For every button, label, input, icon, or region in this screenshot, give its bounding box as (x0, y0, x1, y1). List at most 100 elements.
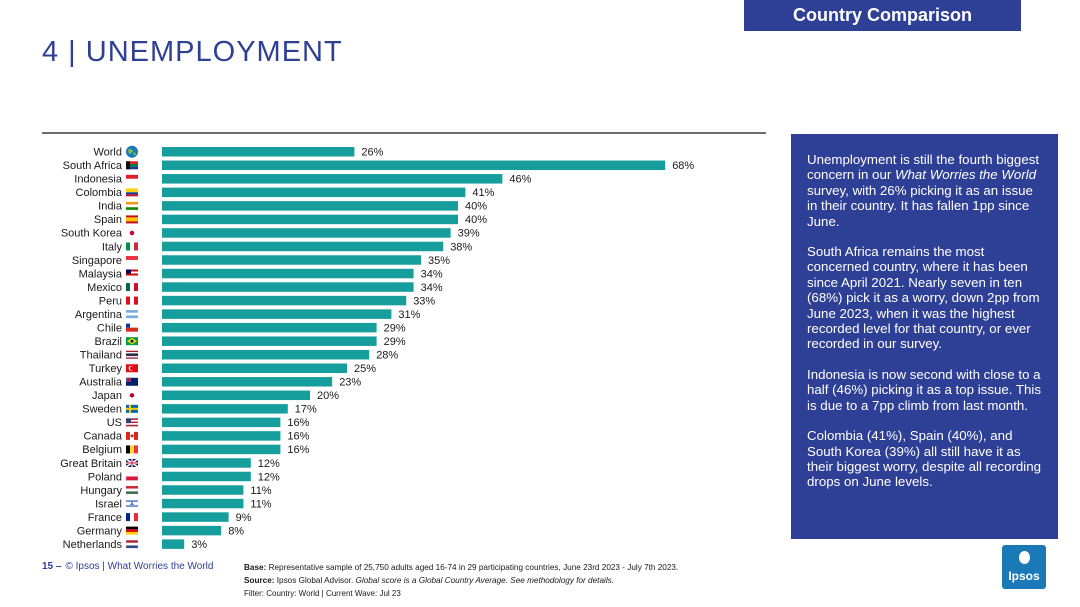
flag-part (126, 462, 138, 464)
flag-part (126, 269, 131, 274)
chart-row: Poland 12% (88, 471, 280, 483)
data-label: 34% (421, 268, 443, 280)
flag-part (134, 296, 138, 305)
bar (162, 444, 281, 455)
category-label: Poland (88, 471, 122, 483)
category-label: Singapore (72, 255, 122, 267)
data-label: 40% (465, 214, 487, 226)
flag-part (126, 204, 138, 208)
flag-icon (126, 242, 138, 251)
chart-row: US 16% (107, 417, 310, 429)
flag-part (126, 221, 138, 224)
flag-part (126, 423, 138, 425)
flag-icon (126, 350, 138, 359)
chart-row: Canada 16% (83, 431, 309, 443)
bar (162, 201, 458, 211)
category-label: Malaysia (79, 268, 123, 280)
category-label: Italy (102, 241, 123, 253)
category-label: Thailand (80, 350, 122, 362)
flag-part (126, 353, 138, 357)
flag-part (126, 513, 130, 522)
flag-icon (126, 269, 138, 278)
chart-row: South Korea 39% (61, 228, 480, 240)
category-label: Israel (95, 498, 122, 510)
flag-part (129, 366, 134, 371)
logo-drop-icon (1019, 551, 1030, 564)
bar (162, 336, 377, 346)
commentary-paragraph-2: South Africa remains the most concerned … (807, 244, 1040, 352)
flag-part (126, 269, 138, 272)
bar (162, 458, 251, 468)
flag-icon (126, 445, 138, 454)
bar (162, 417, 281, 428)
bar (162, 174, 503, 184)
data-label: 11% (250, 485, 271, 497)
commentary-paragraph-3: Indonesia is now second with close to a … (807, 366, 1042, 413)
data-label: 25% (354, 363, 376, 375)
category-label: Sweden (82, 404, 122, 416)
flag-part (126, 418, 131, 424)
data-label: 33% (413, 295, 435, 307)
data-label: 16% (287, 444, 309, 456)
chart-row: Turkey 25% (89, 363, 376, 375)
flag-part (126, 526, 138, 530)
flag-part (126, 424, 138, 427)
flag-part (134, 513, 138, 522)
flag-part (126, 178, 138, 183)
flag-part (126, 256, 138, 261)
category-label: Turkey (89, 363, 123, 375)
flag-part (126, 472, 138, 477)
flag-part (129, 393, 135, 398)
flag-part (126, 161, 138, 164)
flag-part (126, 260, 138, 265)
flag-part (126, 542, 138, 546)
category-label: Mexico (87, 282, 122, 294)
bar (162, 485, 244, 495)
footer-credit: 15 – © Ipsos | What Worries the World (42, 561, 213, 572)
data-label: 34% (421, 282, 443, 294)
flag-icon (126, 377, 138, 386)
flag-part (134, 431, 138, 440)
category-label: South Korea (61, 228, 123, 240)
bar (162, 322, 377, 333)
data-label: 11% (250, 498, 271, 510)
flag-icon (126, 256, 138, 265)
bar (162, 255, 421, 265)
flag-part (126, 540, 138, 543)
flag-part (126, 188, 138, 193)
chart-row: Germany 8% (77, 525, 245, 537)
data-label: 3% (191, 539, 207, 551)
flag-part (130, 445, 134, 454)
data-label: 12% (258, 471, 280, 483)
category-label: Belgium (82, 444, 122, 456)
flag-icon (126, 431, 138, 440)
flag-icon (126, 215, 138, 224)
flag-part (126, 379, 131, 381)
flag-part (130, 339, 134, 343)
flag-part (126, 377, 138, 386)
chart-row: Colombia 41% (76, 187, 495, 199)
flag-icon (129, 393, 135, 398)
divider (42, 132, 766, 134)
bar (162, 539, 185, 549)
category-label: Netherlands (63, 539, 123, 551)
flag-part (129, 230, 135, 236)
data-label: 41% (472, 187, 494, 199)
bar (162, 525, 222, 536)
commentary-panel: Unemployment is still the fourth biggest… (791, 134, 1058, 539)
flag-part (126, 161, 130, 170)
flag-part (126, 327, 138, 332)
flag-part (126, 192, 138, 195)
chart-row: Argentina 31% (75, 309, 421, 321)
data-label: 31% (398, 309, 420, 321)
flag-part (126, 419, 138, 422)
bar (162, 147, 355, 157)
page-title: 4 | UNEMPLOYMENT (42, 36, 343, 68)
data-label: 29% (384, 322, 406, 334)
flag-part (126, 310, 138, 313)
flag-part (126, 476, 138, 481)
flag-icon (126, 323, 138, 332)
bar-chart: World 26% South Africa 68% Indonesia 46% Colom… (60, 145, 694, 551)
category-label: Germany (77, 525, 123, 537)
bar (162, 228, 451, 238)
